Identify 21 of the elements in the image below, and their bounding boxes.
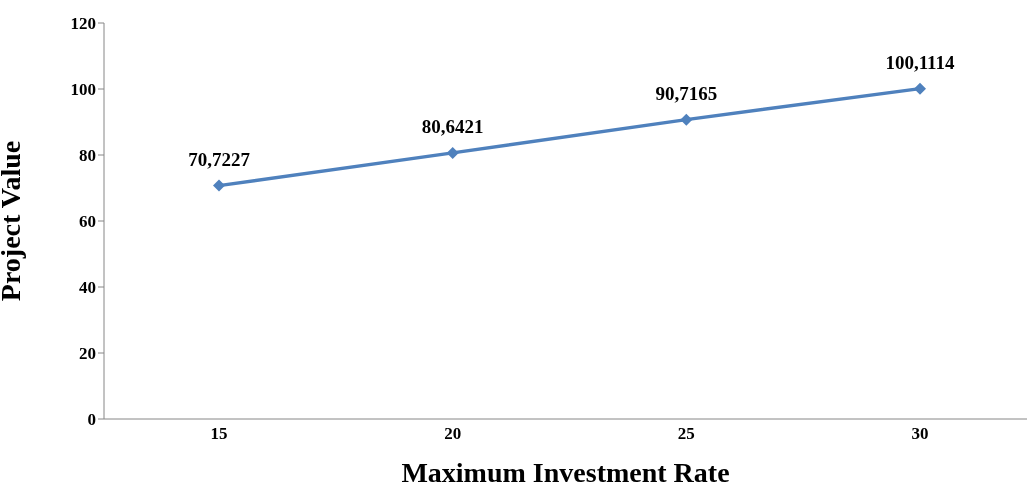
y-tick-label: 100 — [70, 80, 96, 100]
y-tick-label: 80 — [79, 146, 96, 166]
data-label: 90,7165 — [655, 82, 718, 104]
x-tick-label: 25 — [677, 424, 695, 444]
point — [680, 113, 693, 126]
y-axis-title: Project Value — [0, 140, 26, 302]
data-label: 70,7227 — [188, 148, 251, 170]
data-label: 100,1114 — [885, 51, 956, 73]
x-tick-label: 15 — [210, 424, 228, 444]
x-tick-label: 30 — [911, 424, 929, 444]
point — [213, 179, 225, 192]
point — [446, 146, 459, 159]
x-tick-label: 20 — [444, 424, 462, 444]
y-tick-label: 120 — [70, 14, 96, 34]
y-tick-label: 40 — [79, 278, 96, 298]
x-axis-title: Maximum Investment Rate — [401, 457, 730, 486]
y-tick-label: 0 — [87, 410, 96, 430]
y-tick-label: 60 — [79, 212, 96, 232]
y-tick-label: 20 — [79, 344, 96, 364]
data-label: 80,6421 — [421, 115, 484, 137]
point — [914, 82, 926, 95]
